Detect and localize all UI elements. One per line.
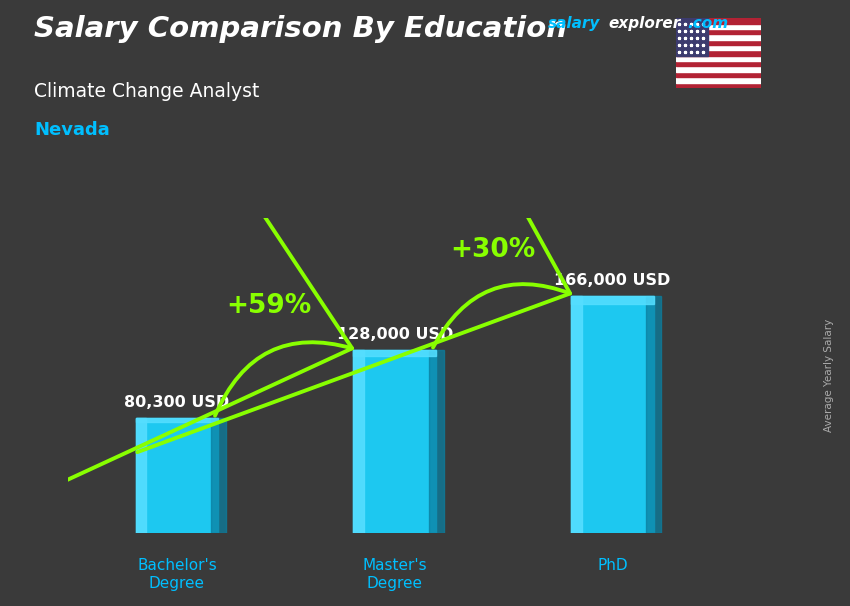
- FancyArrowPatch shape: [138, 0, 570, 452]
- Text: Nevada: Nevada: [34, 121, 110, 139]
- Text: 128,000 USD: 128,000 USD: [337, 327, 453, 342]
- Text: +30%: +30%: [450, 237, 536, 262]
- Text: explorer: explorer: [609, 16, 681, 31]
- Bar: [135, 418, 146, 533]
- Bar: [676, 61, 761, 67]
- Bar: [676, 67, 761, 72]
- Bar: [571, 296, 582, 533]
- Text: Salary Comparison By Education: Salary Comparison By Education: [34, 15, 567, 43]
- Text: Bachelor's
Degree: Bachelor's Degree: [137, 559, 217, 591]
- Text: Master's
Degree: Master's Degree: [362, 559, 427, 591]
- Bar: [354, 350, 436, 356]
- Bar: [647, 296, 661, 533]
- Text: PhD: PhD: [598, 559, 628, 573]
- Text: salary: salary: [548, 16, 601, 31]
- Text: Climate Change Analyst: Climate Change Analyst: [34, 82, 259, 101]
- Bar: [428, 350, 444, 533]
- Text: .com: .com: [687, 16, 728, 31]
- Bar: [676, 77, 761, 82]
- Bar: [676, 18, 761, 24]
- Text: 80,300 USD: 80,300 USD: [124, 395, 230, 410]
- Bar: [676, 50, 761, 56]
- Text: +59%: +59%: [226, 293, 311, 319]
- Bar: [135, 418, 218, 533]
- Bar: [676, 72, 761, 77]
- Text: 166,000 USD: 166,000 USD: [554, 273, 671, 288]
- Bar: [676, 29, 761, 35]
- Bar: [354, 350, 436, 533]
- Bar: [676, 39, 761, 45]
- FancyArrowPatch shape: [0, 0, 352, 542]
- Text: Average Yearly Salary: Average Yearly Salary: [824, 319, 834, 432]
- Bar: [676, 45, 761, 50]
- Bar: [676, 18, 708, 56]
- Bar: [676, 24, 761, 29]
- Bar: [211, 418, 226, 533]
- Bar: [676, 35, 761, 39]
- Bar: [571, 296, 654, 533]
- Bar: [676, 56, 761, 61]
- Bar: [135, 418, 218, 422]
- Bar: [354, 350, 364, 533]
- Bar: [571, 296, 654, 304]
- Bar: [676, 82, 761, 88]
